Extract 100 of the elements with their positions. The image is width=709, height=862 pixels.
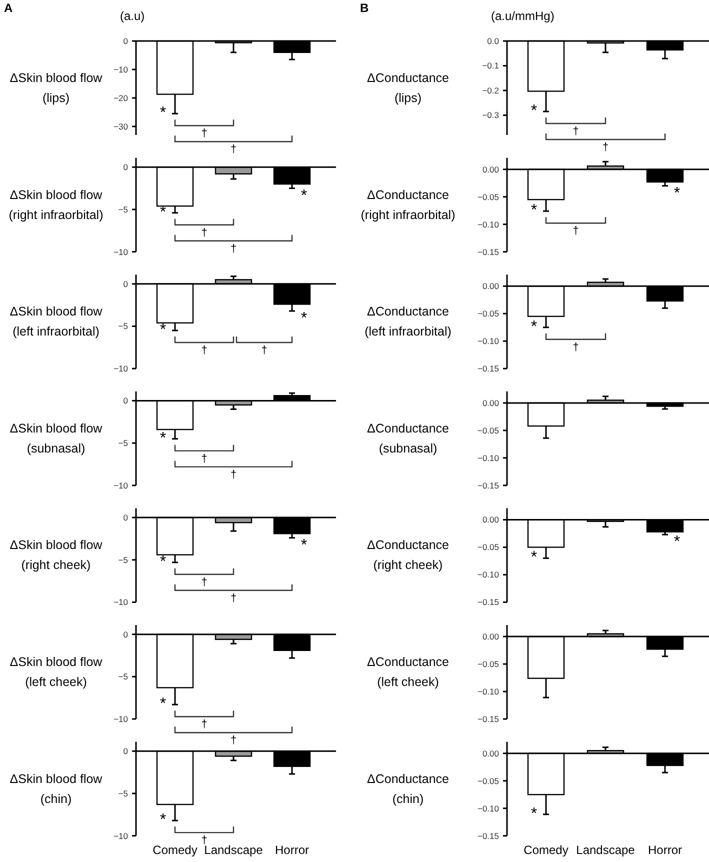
y-tick-label: 0.00 [482,398,500,408]
y-tick-label: 0.0 [487,36,500,46]
annotation: † [572,341,579,354]
y-tick-label: −10 [114,64,128,74]
annotation: † [230,468,237,481]
annotation: * [160,204,166,221]
y-axis-title: ΔConductance (subnasal) [366,421,450,456]
y-axis-title: ΔConductance (right infraorbital) [360,188,456,222]
y-tick-label: −10 [114,246,128,257]
y-tick-label: −0.10 [477,686,500,696]
y-tick-label: 0.00 [482,514,500,525]
annotation: * [674,184,680,202]
y-tick-label: −0.05 [477,542,500,552]
y-tick-label: 0 [123,396,128,406]
y-tick-label: −5 [118,204,128,214]
annotation: * [530,549,538,566]
y-tick-label: 0 [123,629,128,640]
y-tick-label: −0.10 [477,570,500,580]
annotation: † [201,452,208,465]
annotation: † [261,344,268,356]
y-axis-title: ΔSkin blood flow (left cheek) [10,655,104,689]
x-tick-label: Comedy [524,842,568,857]
y-tick-label: 0.00 [482,632,500,642]
annotation: * [160,430,166,447]
y-tick-label: −0.10 [477,219,500,230]
text: B [360,1,369,15]
y-axis-title: ΔConductance (left infraorbital) [364,304,452,339]
x-tick-label: Horror [648,842,682,857]
annotation: * [160,812,166,829]
y-tick-label: −0.05 [477,659,500,670]
y-tick-label: 0.00 [482,281,500,292]
x-tick-label: Landscape [576,842,636,857]
y-axis-title: ΔSkin blood flow (lips) [10,71,104,105]
text: † [230,144,237,156]
annotation: † [230,734,237,747]
y-tick-label: −0.15 [477,246,500,257]
annotation: † [572,126,579,138]
y-tick-label: −10 [114,480,128,490]
y-tick-label: −5 [118,438,128,448]
y-tick-label: −5 [118,788,128,798]
annotation: † [201,344,208,356]
y-tick-label: −5 [118,672,128,682]
y-tick-label: −10 [114,364,128,374]
y-tick-label: −0.15 [477,480,500,490]
y-tick-label: −0.05 [477,776,500,786]
annotation: * [300,187,308,204]
annotation: * [530,318,538,336]
y-axis-title: ΔSkin blood flow (chin) [10,772,104,806]
annotation: * [160,696,166,713]
annotation: * [530,202,538,220]
annotation: * [300,310,308,328]
y-axis-title: ΔConductance (lips) [366,71,450,105]
annotation: * [674,534,680,551]
y-tick-label: −0.15 [477,597,500,608]
y-axis-title: ΔSkin blood flow (right cheek) [10,538,104,572]
y-tick-label: −0.10 [477,452,500,463]
y-tick-label: −0.3 [482,110,500,120]
y-tick-label: −0.15 [477,714,500,724]
y-tick-label: −0.05 [477,425,500,436]
y-tick-label: −0.10 [477,336,500,346]
annotation: † [230,242,237,255]
y-tick-label: −0.05 [477,192,500,202]
y-tick-label: 0.00 [482,748,500,758]
y-tick-label: −10 [114,597,128,608]
annotation: † [230,592,237,604]
y-tick-label: −0.05 [477,308,500,319]
annotation: † [201,226,208,239]
y-tick-label: −5 [118,321,128,332]
y-tick-label: −5 [118,554,128,565]
text: A [4,1,13,15]
y-tick-label: −10 [114,830,128,841]
y-axis-title: ΔConductance (chin) [366,772,450,806]
text: † [602,142,609,154]
y-tick-label: −0.15 [477,364,500,374]
y-tick-label: −30 [114,121,128,132]
y-tick-label: −0.15 [477,830,500,841]
y-axis-title: ΔConductance (left cheek) [366,655,450,689]
y-tick-label: 0.00 [482,164,500,174]
annotation: * [160,553,166,570]
x-tick-label: Comedy [152,842,198,857]
x-tick-label: Horror [274,842,310,857]
annotation: * [300,536,308,554]
y-tick-label: 0 [123,746,128,756]
y-tick-label: −10 [114,714,128,724]
y-tick-label: 0 [123,162,128,172]
y-tick-label: −0.2 [482,85,500,96]
annotation: † [201,718,208,731]
y-axis-title: ΔSkin blood flow (subnasal) [10,421,104,456]
annotation: * [530,805,538,822]
y-axis-title: ΔConductance (right cheek) [366,538,450,572]
y-tick-label: 0 [123,512,128,522]
y-tick-label: −0.10 [477,803,500,814]
y-tick-label: −0.1 [482,60,500,71]
chart-subtitle: (a.u/mmHg) [491,9,554,23]
annotation: † [572,225,579,238]
annotation: † [201,128,208,140]
y-tick-label: 0 [123,36,128,46]
y-axis-title: ΔSkin blood flow (right infraorbital) [8,188,104,222]
chart-subtitle: (a.u) [120,9,145,23]
y-axis-title: ΔSkin blood flow (left infraorbital) [10,304,104,339]
